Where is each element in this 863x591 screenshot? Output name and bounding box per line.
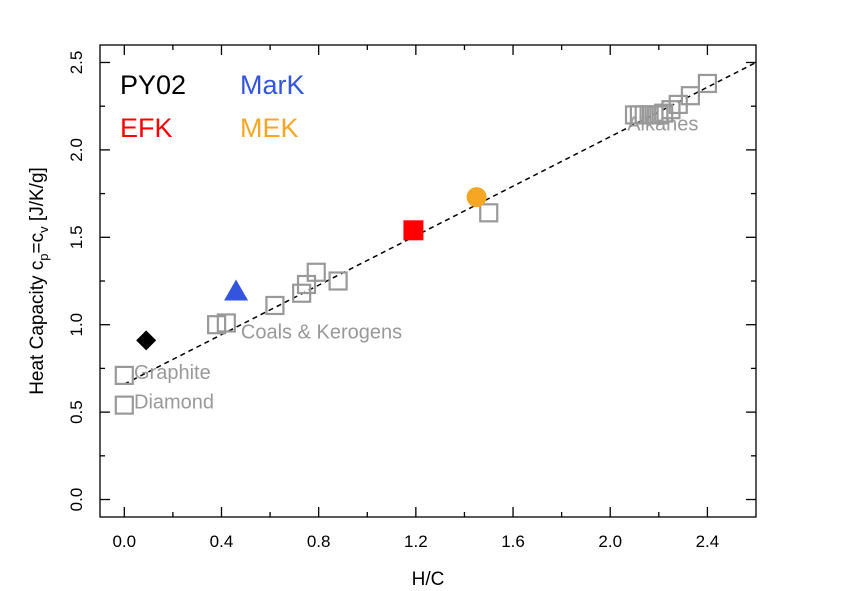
annotation-label: Graphite: [134, 362, 211, 384]
trend-line: [123, 61, 757, 385]
legend-entry-mark: MarK: [240, 70, 305, 100]
reference-point: [328, 271, 348, 291]
reference-point: [296, 274, 317, 295]
y-tick-label: 2.5: [67, 51, 86, 75]
x-tick-label: 0.0: [112, 532, 136, 551]
annotation-label: Coals & Kerogens: [241, 322, 402, 344]
y-tick-label: 0.5: [67, 400, 86, 424]
x-tick-label: 0.4: [210, 532, 234, 551]
y-axis-title-mid: =c: [27, 233, 48, 254]
axis-tick-labels: 0.0 0.4 0.8 1.2 1.6 2.0 2.4 0.0 0.5 1.0 1.5 2.0 2.5: [67, 51, 719, 551]
y-axis-title-prefix: Heat Capacity c: [27, 261, 48, 395]
y-axis-title-suffix: [J/K/g]: [27, 167, 48, 226]
x-tick-label: 0.8: [307, 532, 331, 551]
x-tick-label: 1.6: [501, 532, 525, 551]
reference-point: [661, 100, 681, 120]
x-tick-label: 2.0: [598, 532, 622, 551]
py02-point: [136, 330, 157, 351]
axis-ticks: [100, 45, 756, 517]
legend-entry-py02: PY02: [120, 70, 186, 100]
reference-point: [265, 295, 285, 316]
annotations: Graphite Diamond Coals & Kerogens Alkanes: [134, 114, 698, 414]
reference-point: [649, 105, 669, 125]
reference-point: [216, 313, 236, 333]
reference-point: [306, 262, 326, 282]
y-axis-title-sub-v: v: [36, 226, 51, 233]
reference-point: [114, 395, 134, 415]
y-tick-label: 2.0: [67, 138, 86, 162]
reference-point: [680, 86, 701, 106]
annotation-label: Alkanes: [627, 114, 698, 136]
reference-point: [207, 315, 227, 335]
series-points: [136, 187, 487, 351]
reference-point: [114, 365, 134, 385]
y-axis-title: Heat Capacity cp=cv [J/K/g]: [27, 167, 51, 395]
annotation-label: Diamond: [134, 392, 214, 414]
y-tick-label: 1.0: [67, 313, 86, 337]
y-tick-label: 0.0: [67, 488, 86, 512]
reference-point: [697, 73, 718, 94]
reference-points: [114, 73, 718, 415]
reference-point: [479, 203, 499, 223]
y-tick-label: 1.5: [67, 225, 86, 249]
legend-entry-mek: MEK: [240, 113, 299, 143]
y-axis-title-sub-p: p: [36, 253, 51, 260]
x-axis-title: H/C: [412, 569, 445, 590]
legend-entry-efk: EFK: [120, 113, 173, 143]
x-tick-label: 1.2: [404, 532, 428, 551]
mark-point: [224, 279, 249, 301]
legend: PY02 MarK EFK MEK: [120, 70, 305, 143]
x-tick-label: 2.4: [696, 532, 720, 551]
efk-point: [403, 220, 424, 241]
mek-point: [466, 187, 487, 208]
